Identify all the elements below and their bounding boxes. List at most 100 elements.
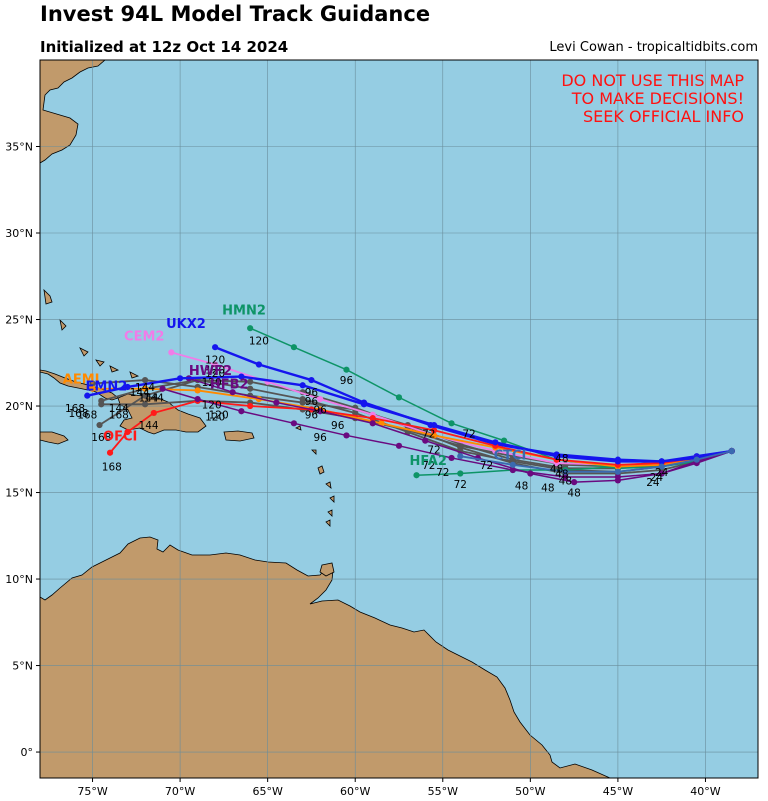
forecast-hour-label: 96: [331, 420, 345, 432]
forecast-hour-label: 48: [550, 463, 563, 475]
hfb2-point: [290, 420, 298, 427]
hwf2-point: [571, 479, 578, 486]
emn2-point: [614, 458, 622, 465]
forecast-hour-label: 120: [205, 365, 225, 377]
emn2-model-label: EMN2: [86, 379, 128, 394]
forecast-hour-label: 120: [209, 410, 229, 422]
hfa2-point: [457, 470, 464, 477]
forecast-hour-label: 72: [422, 429, 435, 441]
forecast-hour-label: 144: [135, 382, 155, 394]
hmn2-point: [290, 344, 298, 351]
ofci-point: [247, 402, 254, 410]
ctci-point: [509, 461, 516, 468]
lon-tick-label: 60°W: [340, 785, 370, 798]
ensemble-4-point: [457, 442, 464, 449]
ctci-model-label: CTCI: [494, 449, 527, 464]
emn2-point: [430, 421, 438, 429]
aemi-point: [89, 385, 96, 392]
forecast-hour-label: 72: [480, 460, 493, 472]
forecast-hour-label: 120: [205, 368, 225, 380]
ensemble-3-point: [89, 380, 96, 387]
ctci-point: [693, 456, 700, 463]
emn2-point: [124, 383, 131, 391]
hmn2-point: [247, 325, 254, 332]
ensemble-2-point: [247, 378, 254, 385]
florida-land: [40, 60, 106, 164]
hmn2-point: [448, 420, 455, 427]
forecast-hour-label: 72: [462, 429, 475, 441]
forecast-hour-label: 168: [109, 410, 129, 422]
lat-tick-label: 35°N: [5, 141, 33, 154]
aemi-model-label: AEMI: [63, 373, 100, 388]
lon-tick-label: 40°W: [690, 785, 720, 798]
hwf2-point: [422, 437, 429, 444]
forecast-hour-label: 96: [305, 410, 319, 422]
ctci-point: [614, 468, 622, 475]
forecast-hour-label: 48: [541, 482, 554, 494]
hwf2-point: [229, 389, 236, 396]
ofci-point: [150, 409, 157, 417]
forecast-hour-label: 168: [91, 432, 111, 444]
forecast-hour-label: 72: [427, 444, 440, 456]
lat-tick-label: 20°N: [5, 400, 33, 413]
ctci-point: [562, 468, 569, 475]
forecast-hour-label: 168: [69, 408, 89, 420]
emn2-point: [299, 382, 306, 389]
lat-tick-label: 10°N: [5, 573, 33, 586]
hfa2-point: [413, 472, 420, 479]
hmn2-model-label: HMN2: [222, 303, 266, 318]
emn2-point: [238, 373, 245, 380]
forecast-hour-label: 168: [102, 462, 122, 474]
emn2-point: [553, 453, 560, 460]
ofci-track: [109, 399, 732, 466]
lat-tick-label: 25°N: [5, 314, 33, 327]
ofci-model-label: OFCI: [103, 430, 137, 445]
ukx2-model-label: UKX2: [166, 317, 206, 332]
ofci-point: [369, 415, 376, 422]
forecast-hour-label: 96: [305, 396, 319, 408]
forecast-hour-label: 120: [202, 377, 222, 389]
cem2-model-label: CEM2: [124, 329, 164, 344]
puerto-rico-land: [223, 430, 255, 442]
forecast-hour-label: 48: [567, 488, 580, 500]
emn2-point: [492, 439, 499, 446]
forecast-hour-label: 24: [650, 472, 664, 484]
ctci-point: [658, 463, 665, 470]
forecast-hour-label: 144: [144, 392, 164, 404]
hmn2-point: [500, 437, 508, 444]
forecast-hour-label: 120: [205, 411, 225, 423]
ensemble-2-point: [141, 392, 149, 399]
emn2-point: [658, 458, 665, 465]
hfa2-track: [416, 450, 732, 476]
forecast-hour-label: 48: [555, 468, 568, 480]
hfb2-point: [395, 442, 403, 449]
hfb2-point: [448, 454, 455, 462]
ofci-point: [430, 427, 438, 434]
ctci-point: [457, 453, 464, 460]
forecast-hour-label: 120: [202, 399, 222, 411]
hwf2-point: [273, 399, 280, 406]
ensemble-2-point: [96, 421, 103, 429]
ensemble-4-point: [141, 401, 149, 408]
init-time-subtitle: Initialized at 12z Oct 14 2024: [40, 38, 289, 56]
hfb2-point: [614, 473, 622, 481]
ensemble-1-point: [247, 385, 254, 392]
aemi-point: [378, 420, 385, 427]
emn2-point: [176, 375, 184, 382]
lat-tick-label: 0°: [21, 746, 34, 759]
hfb2-point: [194, 396, 201, 403]
aemi-point: [194, 387, 201, 394]
forecast-hour-label: 96: [314, 404, 328, 416]
axis-ticks: 75°W 70°W 65°W 60°W 55°W 50°W 45°W 40°W 0° 5°N 10°…: [5, 141, 721, 798]
trinidad-land: [319, 562, 335, 577]
lat-tick-label: 5°N: [12, 660, 33, 673]
hfb2-point: [159, 385, 166, 392]
bahamas-islands: [43, 288, 140, 379]
model-tracks: [84, 325, 735, 486]
aemi-point: [430, 432, 438, 439]
hfb2-point: [562, 473, 569, 481]
south-america-land: [40, 536, 611, 778]
lon-tick-label: 65°W: [252, 785, 282, 798]
map-frame: [39, 59, 759, 779]
